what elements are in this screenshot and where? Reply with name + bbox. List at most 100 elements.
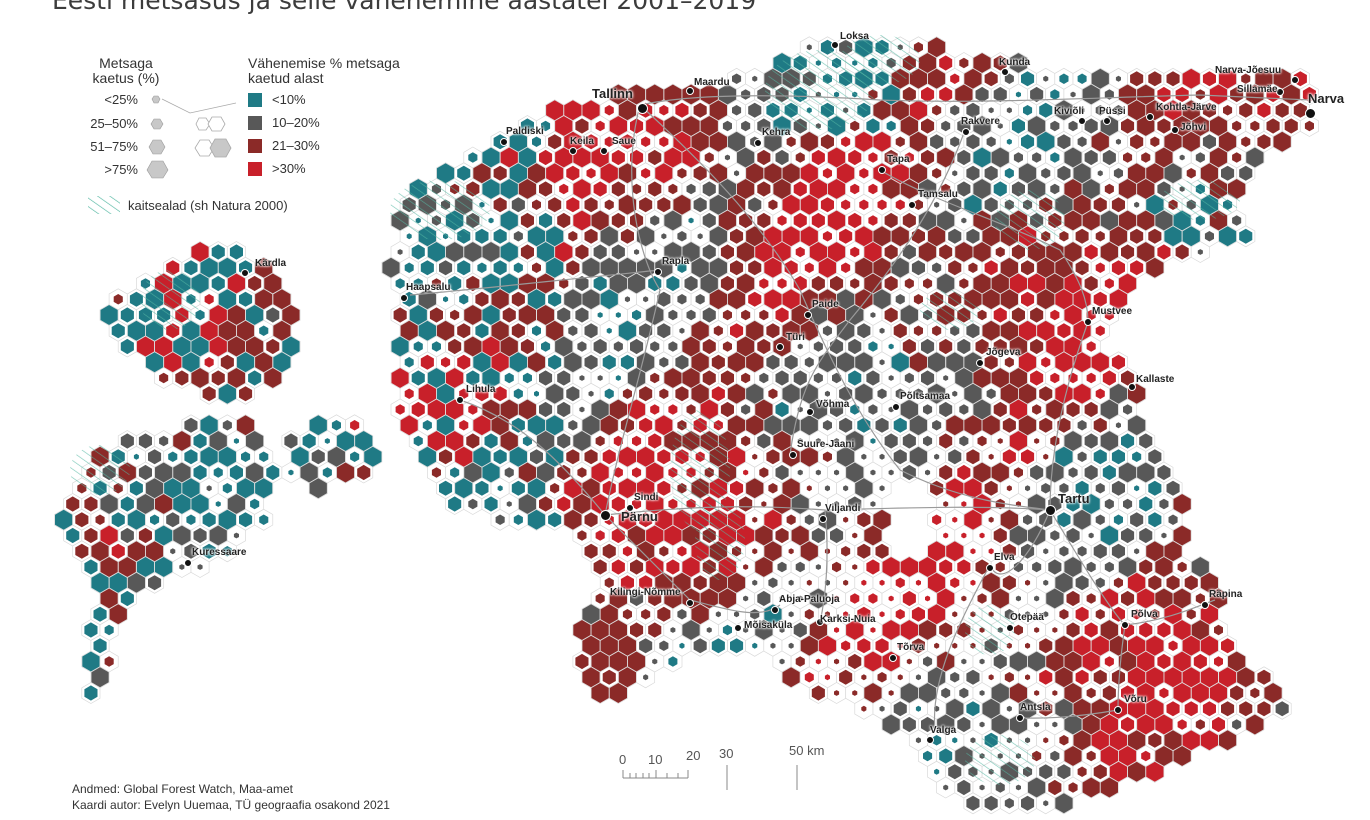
city-dot <box>776 343 784 351</box>
hex-forest-cell <box>884 212 898 229</box>
hex-forest-cell <box>727 289 746 310</box>
hex-forest-cell <box>793 275 807 292</box>
hex-forest-cell <box>634 249 640 255</box>
hex-forest-cell <box>722 309 732 321</box>
city-label: Tartu <box>1058 491 1090 506</box>
hex-forest-cell <box>1164 226 1182 247</box>
hex-forest-cell <box>882 179 900 199</box>
hex-forest-cell <box>941 120 951 132</box>
hex-forest-cell <box>577 341 587 352</box>
hex-forest-cell <box>136 336 155 357</box>
hex-forest-cell <box>991 147 1009 168</box>
hex-forest-cell <box>773 242 791 262</box>
city-dot <box>771 606 779 614</box>
hex-forest-cell <box>984 197 998 213</box>
hex-forest-cell <box>702 244 716 260</box>
hex-forest-cell <box>1011 118 1025 134</box>
hex-forest-cell <box>582 100 600 121</box>
city-dot <box>1103 117 1111 125</box>
hex-forest-cell <box>668 309 678 321</box>
hex-forest-cell <box>630 338 644 355</box>
hex-forest-cell <box>1057 323 1071 339</box>
city-label: Kiviõli <box>1054 106 1085 117</box>
city-label: Kilingi-Nõmme <box>610 587 681 598</box>
hex-forest-cell <box>702 212 716 229</box>
city-dot <box>804 311 812 319</box>
hex-forest-cell <box>884 149 898 166</box>
hex-forest-cell <box>827 242 846 262</box>
city-dot <box>1006 624 1014 632</box>
hex-forest-cell <box>928 68 946 89</box>
hex-forest-cell <box>1091 68 1109 89</box>
protected-area-hatch <box>70 445 130 495</box>
hex-forest-cell <box>795 246 805 258</box>
legend-size-title: Metsaga kaetus (%) <box>86 56 166 86</box>
hex-forest-cell <box>764 163 782 184</box>
hex-forest-cell <box>1157 86 1171 103</box>
hex-forest-cell <box>975 338 989 355</box>
city-label: Antsla <box>1020 702 1051 713</box>
hex-forest-cell <box>759 309 769 321</box>
legend-swatch-teal <box>248 93 262 107</box>
hex-forest-cell <box>436 163 455 184</box>
hex-forest-cell <box>984 260 998 276</box>
city-dot <box>686 599 694 607</box>
hex-forest-cell <box>784 260 798 276</box>
hex-forest-cell <box>873 100 891 121</box>
hex-forest-cell <box>648 181 662 197</box>
hex-forest-cell <box>948 260 962 276</box>
hex-forest-cell <box>1046 273 1064 294</box>
hex-forest-cell <box>973 147 991 168</box>
hex-forest-cell <box>809 242 827 262</box>
hex-forest-cell <box>677 294 687 305</box>
hex-forest-cell <box>937 147 955 168</box>
hex-forest-cell <box>691 320 709 341</box>
hex-forest-cell <box>918 53 937 73</box>
hex-forest-cell <box>1273 68 1291 89</box>
hex-forest-cell <box>1239 165 1253 181</box>
hex-forest-cell <box>1115 75 1121 82</box>
hex-forest-cell <box>1055 100 1073 121</box>
hex-forest-cell <box>806 44 812 51</box>
hex-forest-cell <box>1050 89 1060 100</box>
city-label: Loksa <box>840 31 869 42</box>
city-label: Narva <box>1308 91 1345 106</box>
hex-forest-cell <box>1084 275 1098 292</box>
hex-forest-cell <box>1109 289 1128 310</box>
hex-forest-cell <box>604 136 614 147</box>
hex-forest-cell <box>457 323 471 339</box>
hex-forest-cell <box>239 291 253 307</box>
hex-forest-cell <box>928 226 946 247</box>
hex-forest-cell <box>864 242 882 262</box>
hex-forest-cell <box>488 217 494 224</box>
hex-forest-cell <box>718 210 737 231</box>
city-label: Kärdla <box>255 258 287 269</box>
city-label: Jõhvi <box>1180 122 1207 133</box>
hex-forest-cell <box>973 273 991 294</box>
city-label: Pärnu <box>621 509 658 524</box>
hex-forest-cell <box>1246 147 1264 168</box>
hex-forest-cell <box>827 210 846 231</box>
hex-forest-cell <box>1209 147 1228 168</box>
city-dot <box>734 624 742 632</box>
hex-forest-cell <box>895 294 905 305</box>
city-label: Võru <box>1124 694 1147 705</box>
hex-forest-cell <box>748 291 762 307</box>
hex-forest-cell <box>448 338 462 355</box>
hex-forest-cell <box>1195 152 1205 163</box>
legend-size-label-2: 25–50% <box>90 116 138 131</box>
hex-forest-cell <box>391 336 409 357</box>
hex-forest-cell <box>732 105 742 116</box>
hex-forest-cell <box>879 327 885 334</box>
hex-forest-cell <box>732 73 742 84</box>
hex-forest-cell <box>648 149 662 166</box>
hex-forest-cell <box>650 215 660 226</box>
hex-forest-cell <box>959 57 969 69</box>
hex-forest-cell <box>1059 231 1069 242</box>
hex-forest-cell <box>993 181 1007 197</box>
hex-forest-cell <box>909 163 928 184</box>
hex-forest-cell <box>1141 152 1151 163</box>
hex-forest-cell <box>909 100 928 121</box>
hex-forest-cell <box>1146 194 1164 215</box>
map-title: Eesti metsasus ja selle vähenemine aasta… <box>52 0 757 15</box>
